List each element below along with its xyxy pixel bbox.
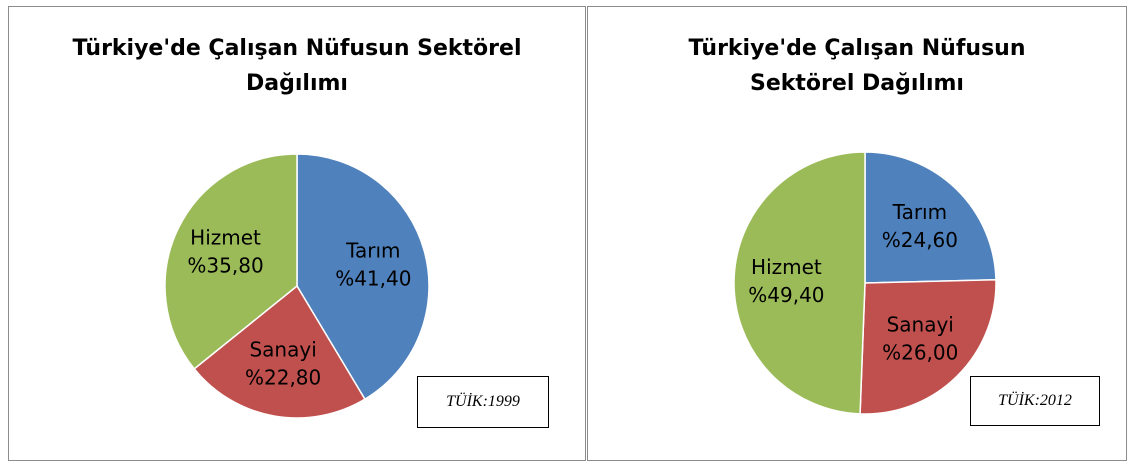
pie-slice	[733, 151, 866, 415]
slice-label: Hizmet	[751, 255, 822, 279]
chart-title: Türkiye'de Çalışan Nüfusun Sektörel Dağı…	[688, 36, 1026, 96]
pie-slice	[296, 153, 430, 401]
pie-slice	[859, 278, 997, 415]
data-label: %24,60	[882, 228, 958, 252]
chart: Tarım %41,40 Sanayi %22,80 Hizmet %35,80	[164, 153, 430, 419]
data-label: %35,80	[187, 253, 263, 277]
pie-slice	[193, 284, 366, 419]
chart-panel: Tarım %41,40 Sanayi %22,80 Hizmet %35,80 Türk…	[8, 6, 586, 461]
chart: Tarım %24,60 Sanayi %26,00 Hizmet %49,40	[733, 151, 997, 415]
annotation: TÜİK:2012	[970, 376, 1100, 426]
slice-label: Tarım	[345, 238, 400, 262]
slice-label: Sanayi	[887, 312, 954, 336]
data-label: %41,40	[335, 266, 411, 290]
chart-title: Türkiye'de Çalışan Nüfusun Sektörel Dağı…	[72, 36, 522, 96]
annotation: TÜİK:1999	[417, 376, 549, 428]
pie-slice	[164, 153, 298, 370]
chart-panel: Tarım %24,60 Sanayi %26,00 Hizmet %49,40 Türk…	[587, 6, 1127, 461]
slice-label: Hizmet	[190, 225, 261, 249]
pie-slice	[864, 151, 997, 284]
data-label: %49,40	[748, 283, 824, 307]
slice-label: Tarım	[892, 200, 947, 224]
data-label: %22,80	[245, 365, 321, 389]
data-label: %26,00	[882, 340, 958, 364]
slice-label: Sanayi	[249, 337, 316, 361]
